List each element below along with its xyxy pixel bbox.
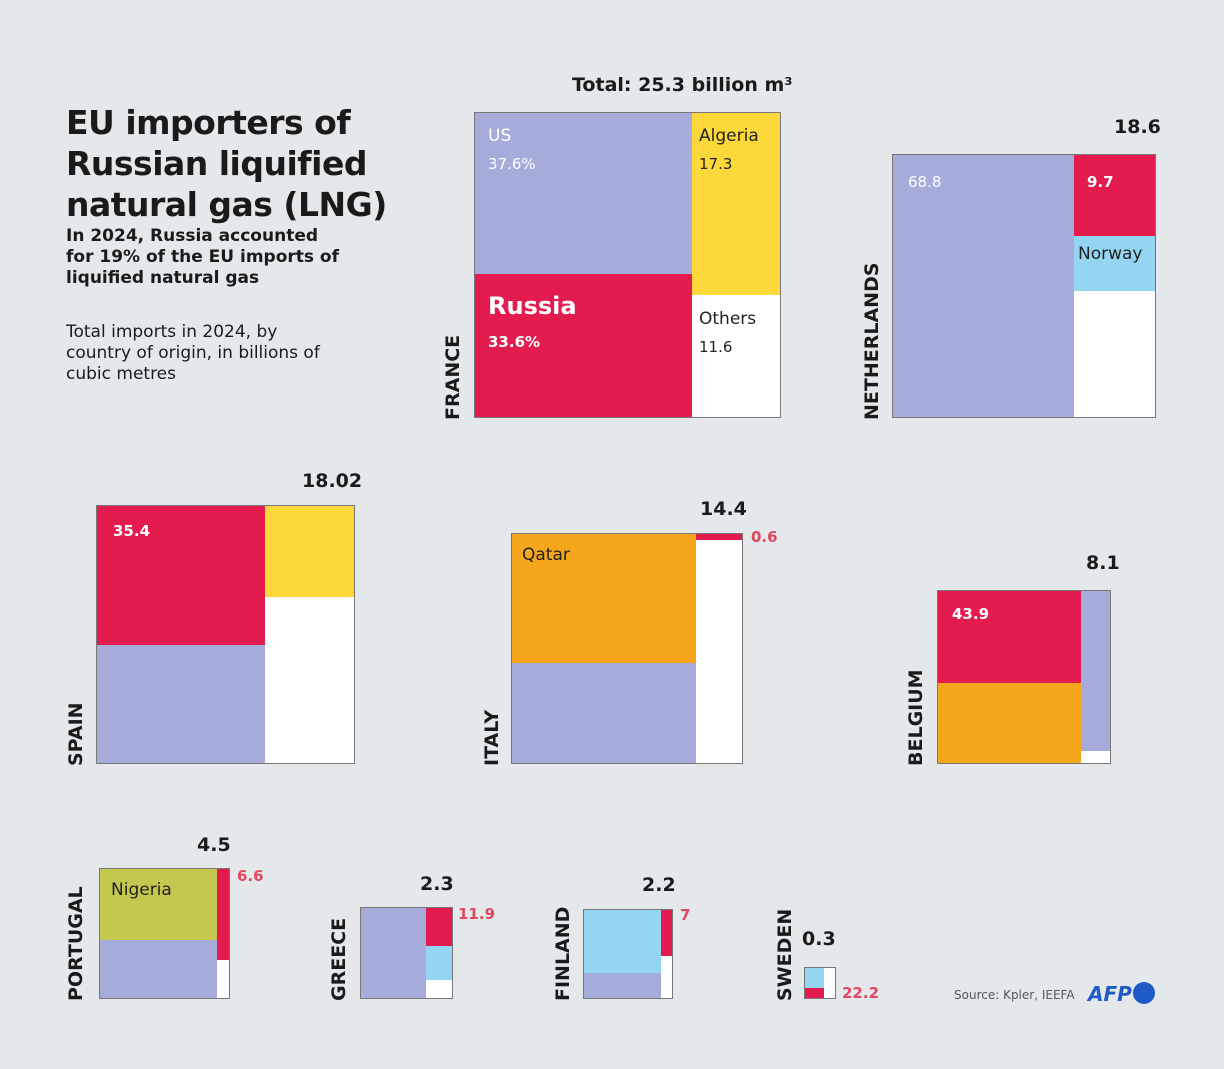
greece-label: GREECE bbox=[328, 917, 350, 1001]
netherlands-segment-russia bbox=[1074, 154, 1156, 236]
italy-segment-qatar bbox=[511, 533, 696, 663]
spain-segment-algeria bbox=[265, 505, 355, 597]
portugal-label: PORTUGAL bbox=[65, 886, 87, 1001]
sweden-segment-others bbox=[824, 967, 836, 999]
sweden-russia-value: 22.2 bbox=[842, 984, 880, 1002]
finland-segment-norway bbox=[583, 909, 661, 973]
italy-segment-us bbox=[511, 663, 696, 764]
sweden-label: SWEDEN bbox=[774, 908, 796, 1001]
france-us-label: US bbox=[488, 126, 512, 146]
belgium-segment-qatar bbox=[937, 683, 1081, 764]
france-russia-label: Russia bbox=[488, 292, 577, 320]
france-segment-algeria bbox=[692, 112, 781, 295]
italy-russia-value: 0.6 bbox=[751, 528, 778, 546]
finland-segment-others bbox=[661, 956, 673, 999]
belgium-segment-russia bbox=[937, 590, 1081, 683]
france-segment-us bbox=[474, 112, 692, 274]
netherlands-russia-value: 9.7 bbox=[1087, 173, 1114, 191]
logo-dot-icon bbox=[1132, 982, 1155, 1004]
portugal-segment-us bbox=[99, 940, 217, 999]
spain-segment-others bbox=[265, 597, 355, 764]
netherlands-segment-norway bbox=[1074, 236, 1156, 291]
portugal-segment-nigeria bbox=[99, 868, 217, 940]
portugal-segment-others bbox=[217, 960, 230, 999]
portugal-russia-value: 6.6 bbox=[237, 867, 264, 885]
finland-segment-russia bbox=[661, 909, 673, 956]
greece-segment-others bbox=[426, 980, 453, 999]
portugal-total: 4.5 bbox=[197, 834, 231, 856]
spain-segment-us bbox=[96, 645, 265, 764]
logo-text: AFP bbox=[1088, 982, 1132, 1006]
france-segment-others bbox=[692, 295, 781, 418]
belgium-russia-value: 43.9 bbox=[952, 605, 990, 623]
greece-segment-norway bbox=[426, 946, 453, 980]
france-algeria-value: 17.3 bbox=[699, 155, 733, 173]
finland-label: FINLAND bbox=[552, 906, 574, 1001]
netherlands-norway-label: Norway bbox=[1078, 244, 1143, 264]
netherlands-us-value: 68.8 bbox=[908, 173, 942, 191]
netherlands-total: 18.6 bbox=[1114, 116, 1161, 138]
page-title: EU importers of Russian liquified natura… bbox=[66, 103, 387, 224]
spain-total: 18.02 bbox=[302, 470, 363, 492]
belgium-segment-us bbox=[1081, 590, 1111, 751]
france-others-value: 11.6 bbox=[699, 338, 733, 356]
italy-total: 14.4 bbox=[700, 498, 747, 520]
belgium-segment-others bbox=[1081, 751, 1111, 764]
italy-qatar-label: Qatar bbox=[522, 545, 570, 565]
france-algeria-label: Algeria bbox=[699, 126, 759, 146]
sweden-segment-russia bbox=[804, 988, 824, 999]
greece-russia-value: 11.9 bbox=[458, 905, 496, 923]
sweden-segment-norway bbox=[804, 967, 824, 988]
sweden-total: 0.3 bbox=[802, 928, 836, 950]
italy-segment-russia bbox=[696, 533, 743, 540]
belgium-total: 8.1 bbox=[1086, 552, 1120, 574]
greece-total: 2.3 bbox=[420, 873, 454, 895]
france-label: FRANCE bbox=[442, 334, 464, 420]
description: Total imports in 2024, by country of ori… bbox=[66, 322, 320, 384]
netherlands-label: NETHERLANDS bbox=[861, 262, 883, 420]
finland-segment-us bbox=[583, 973, 661, 999]
source: Source: Kpler, IEEFA bbox=[954, 988, 1075, 1002]
spain-russia-value: 35.4 bbox=[113, 522, 151, 540]
belgium-label: BELGIUM bbox=[905, 669, 927, 766]
france-us-value: 37.6% bbox=[488, 155, 536, 173]
finland-russia-value: 7 bbox=[680, 906, 691, 924]
portugal-segment-russia bbox=[217, 868, 230, 960]
france-segment-russia bbox=[474, 274, 692, 418]
italy-segment-others bbox=[696, 540, 743, 764]
greece-segment-us bbox=[360, 907, 426, 999]
france-others-label: Others bbox=[699, 309, 757, 329]
afp-logo: AFP bbox=[1088, 982, 1155, 1006]
netherlands-segment-us bbox=[892, 154, 1074, 418]
netherlands-segment-others bbox=[1074, 291, 1156, 418]
france-total: Total: 25.3 billion m³ bbox=[572, 74, 793, 96]
subtitle: In 2024, Russia accounted for 19% of the… bbox=[66, 226, 340, 288]
france-russia-value: 33.6% bbox=[488, 333, 541, 351]
portugal-nigeria-label: Nigeria bbox=[111, 880, 172, 900]
finland-total: 2.2 bbox=[642, 874, 676, 896]
spain-segment-russia bbox=[96, 505, 265, 645]
spain-label: SPAIN bbox=[65, 702, 87, 766]
greece-segment-russia bbox=[426, 907, 453, 946]
italy-label: ITALY bbox=[481, 709, 503, 766]
